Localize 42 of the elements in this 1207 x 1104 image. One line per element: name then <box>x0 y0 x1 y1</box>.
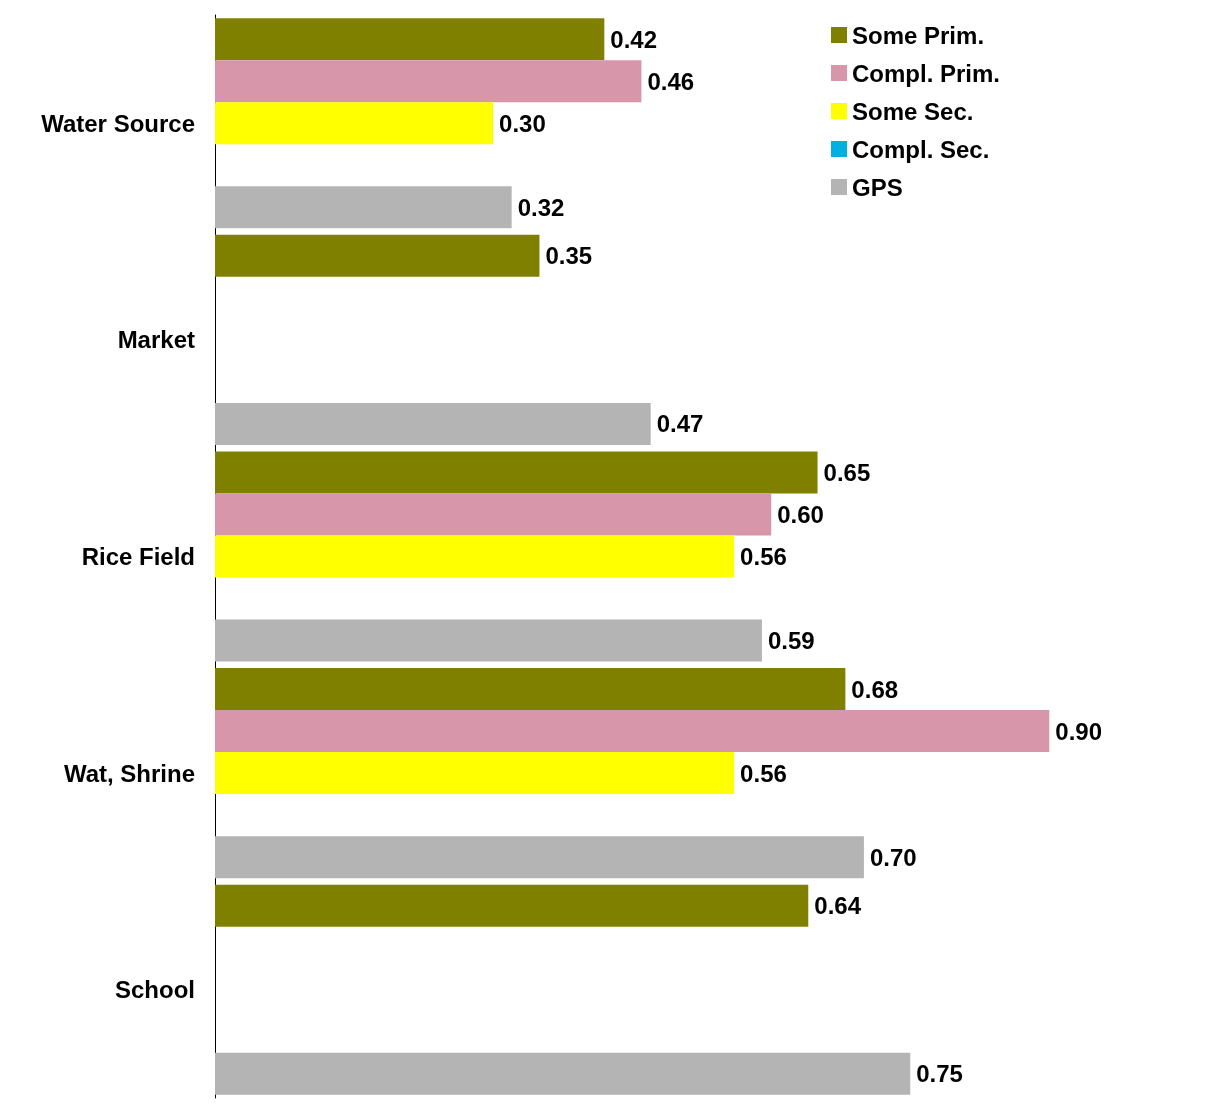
data-label: 0.68 <box>851 675 899 703</box>
legend-label: Compl. Prim. <box>852 59 1001 87</box>
data-label: 0.56 <box>740 759 787 787</box>
data-label: 0.60 <box>777 500 824 528</box>
bar <box>215 102 494 145</box>
y-tick-label: Rice Field <box>81 543 195 570</box>
bar <box>215 710 1050 753</box>
legend-label: Compl. Sec. <box>852 135 990 163</box>
bar <box>215 884 809 927</box>
data-label: 0.90 <box>1055 717 1103 745</box>
data-label: 0.42 <box>610 25 658 53</box>
data-label: 0.47 <box>656 410 704 438</box>
data-label: 0.46 <box>647 67 695 95</box>
bar <box>215 60 642 103</box>
bar <box>215 836 864 879</box>
data-label: 0.35 <box>545 242 593 270</box>
data-label: 0.59 <box>767 627 815 655</box>
data-label: 0.56 <box>740 543 787 570</box>
y-tick-label: Market <box>117 326 195 354</box>
bar <box>215 451 818 494</box>
y-tick-label: Wat, Shrine <box>63 759 195 787</box>
legend-label: Some Sec. <box>852 97 974 125</box>
y-tick-label: Water Source <box>41 109 195 137</box>
bar <box>215 234 540 277</box>
bar <box>215 668 846 711</box>
bar <box>215 752 735 795</box>
bar <box>215 186 512 229</box>
legend-label: GPS <box>852 173 903 201</box>
data-label: 0.70 <box>869 843 917 871</box>
data-label: 0.64 <box>814 892 862 920</box>
data-label: 0.30 <box>499 109 546 137</box>
data-label: 0.65 <box>823 458 871 486</box>
bar <box>215 493 772 536</box>
bar <box>215 1052 911 1095</box>
legend-label: Some Prim. <box>852 21 985 49</box>
bar <box>215 535 735 578</box>
y-tick-label: School <box>114 976 195 1004</box>
bar <box>215 402 651 445</box>
data-label: 0.32 <box>517 193 565 221</box>
bar <box>215 18 605 61</box>
data-label: 0.75 <box>916 1060 963 1088</box>
bar <box>215 619 762 662</box>
